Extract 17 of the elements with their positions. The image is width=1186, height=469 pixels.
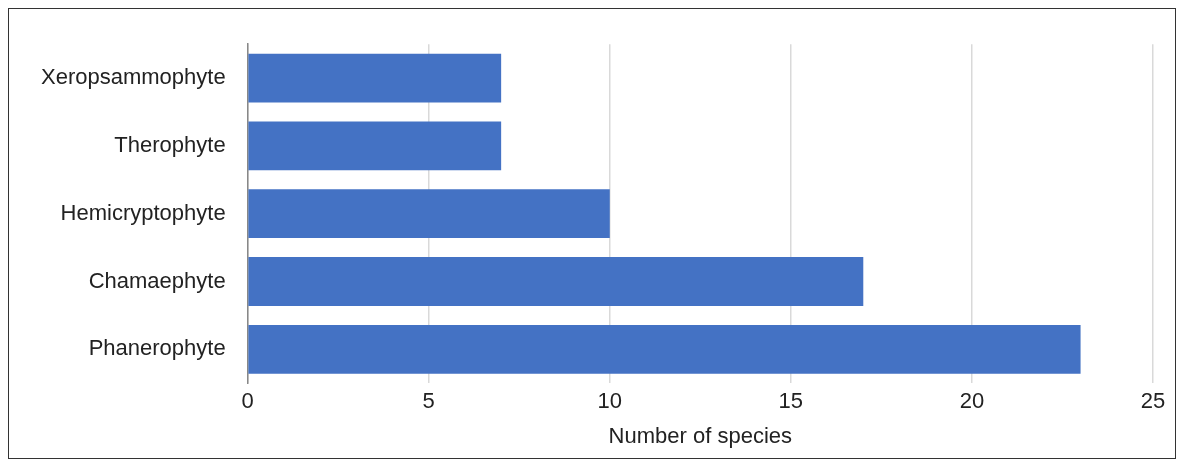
y-tick-label: Chamaephyte xyxy=(88,267,226,293)
x-axis-title: Number of species xyxy=(608,422,793,448)
x-tick-label: 20 xyxy=(959,388,985,414)
bar xyxy=(248,189,610,239)
x-tick-label: 0 xyxy=(241,388,254,414)
x-tick-label: 25 xyxy=(1140,388,1166,414)
y-tick-label: Phanerophyte xyxy=(88,335,226,361)
y-tick-label: Hemicryptophyte xyxy=(60,199,226,225)
y-tick-label: Xeropsammophyte xyxy=(40,64,226,90)
bar xyxy=(248,53,502,103)
x-tick-label: 5 xyxy=(422,388,435,414)
bar xyxy=(248,257,864,306)
x-tick-label: 10 xyxy=(597,388,623,414)
x-tick-label: 15 xyxy=(778,388,804,414)
bar xyxy=(248,121,502,171)
y-tick-label: Therophyte xyxy=(114,131,226,157)
bar xyxy=(248,324,1081,374)
